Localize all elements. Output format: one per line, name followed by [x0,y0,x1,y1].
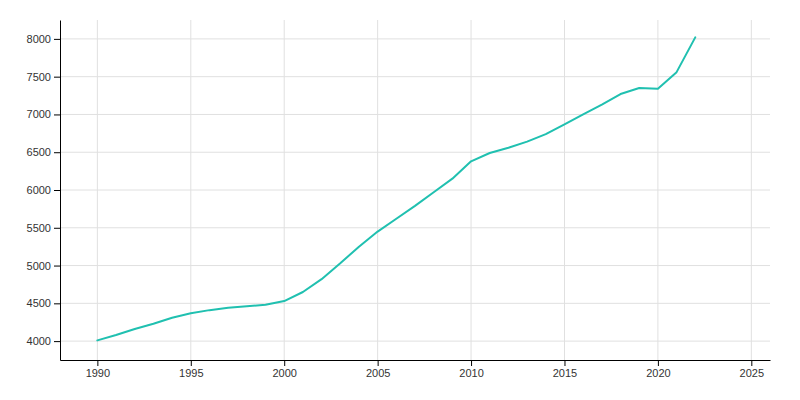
grid [60,20,770,360]
tick-label: 6500 [27,146,51,158]
tick-label: 7500 [27,71,51,83]
tick: 2005 [366,360,390,379]
chart: 1990 1995 2000 2005 2010 2015 2020 2025 4000 4500… [0,0,800,400]
tick-mark [54,228,60,229]
grid-line [60,341,770,342]
grid-line [60,303,770,304]
tick-mark [658,360,659,366]
axis-line [61,360,771,361]
tick-label: 2005 [366,367,390,379]
grid-line [60,227,770,228]
tick: 7500 [27,71,60,83]
grid-line [60,76,770,77]
tick-mark [54,77,60,78]
tick: 1995 [179,360,203,379]
tick-mark [378,360,379,366]
grid-line [60,114,770,115]
tick-mark [54,266,60,267]
tick-mark [54,39,60,40]
tick-mark [54,341,60,342]
tick: 7000 [27,108,60,120]
tick: 2010 [459,360,483,379]
tick: 4000 [27,335,60,347]
grid-line [60,152,770,153]
x-axis: 1990 1995 2000 2005 2010 2015 2020 2025 [61,360,771,379]
tick-mark [191,360,192,366]
tick: 8000 [27,33,60,45]
tick-mark [284,360,285,366]
grid-line [60,190,770,191]
tick-label: 1995 [179,367,203,379]
tick-label: 8000 [27,33,51,45]
tick-label: 5500 [27,222,51,234]
tick: 4500 [27,297,60,309]
tick-mark [751,360,752,366]
tick: 5000 [27,260,60,272]
tick-mark [54,114,60,115]
tick-mark [54,190,60,191]
tick: 6000 [27,184,60,196]
tick: 6500 [27,146,60,158]
grid-line [60,38,770,39]
marks [97,37,695,340]
tick: 1990 [86,360,110,379]
tick-label: 2010 [459,367,483,379]
tick: 2000 [272,360,296,379]
tick-label: 2000 [272,367,296,379]
line [97,37,695,340]
tick-mark [97,360,98,366]
axis-line [60,21,61,361]
y-axis: 4000 4500 5000 5500 6000 6500 7000 7500 8000 [27,21,61,361]
tick-label: 5000 [27,260,51,272]
tick: 5500 [27,222,60,234]
tick: 2025 [740,360,764,379]
tick-label: 2025 [740,367,764,379]
tick: 2015 [553,360,577,379]
tick-label: 4000 [27,335,51,347]
tick-label: 7000 [27,108,51,120]
tick-label: 2020 [646,367,670,379]
tick-mark [54,152,60,153]
tick-mark [564,360,565,366]
tick-mark [471,360,472,366]
tick-label: 6000 [27,184,51,196]
plot: 1990 1995 2000 2005 2010 2015 2020 2025 4000 4500… [27,20,771,379]
tick-mark [54,303,60,304]
tick: 2020 [646,360,670,379]
tick-label: 1990 [86,367,110,379]
tick-label: 4500 [27,297,51,309]
grid-line [60,265,770,266]
tick-label: 2015 [553,367,577,379]
